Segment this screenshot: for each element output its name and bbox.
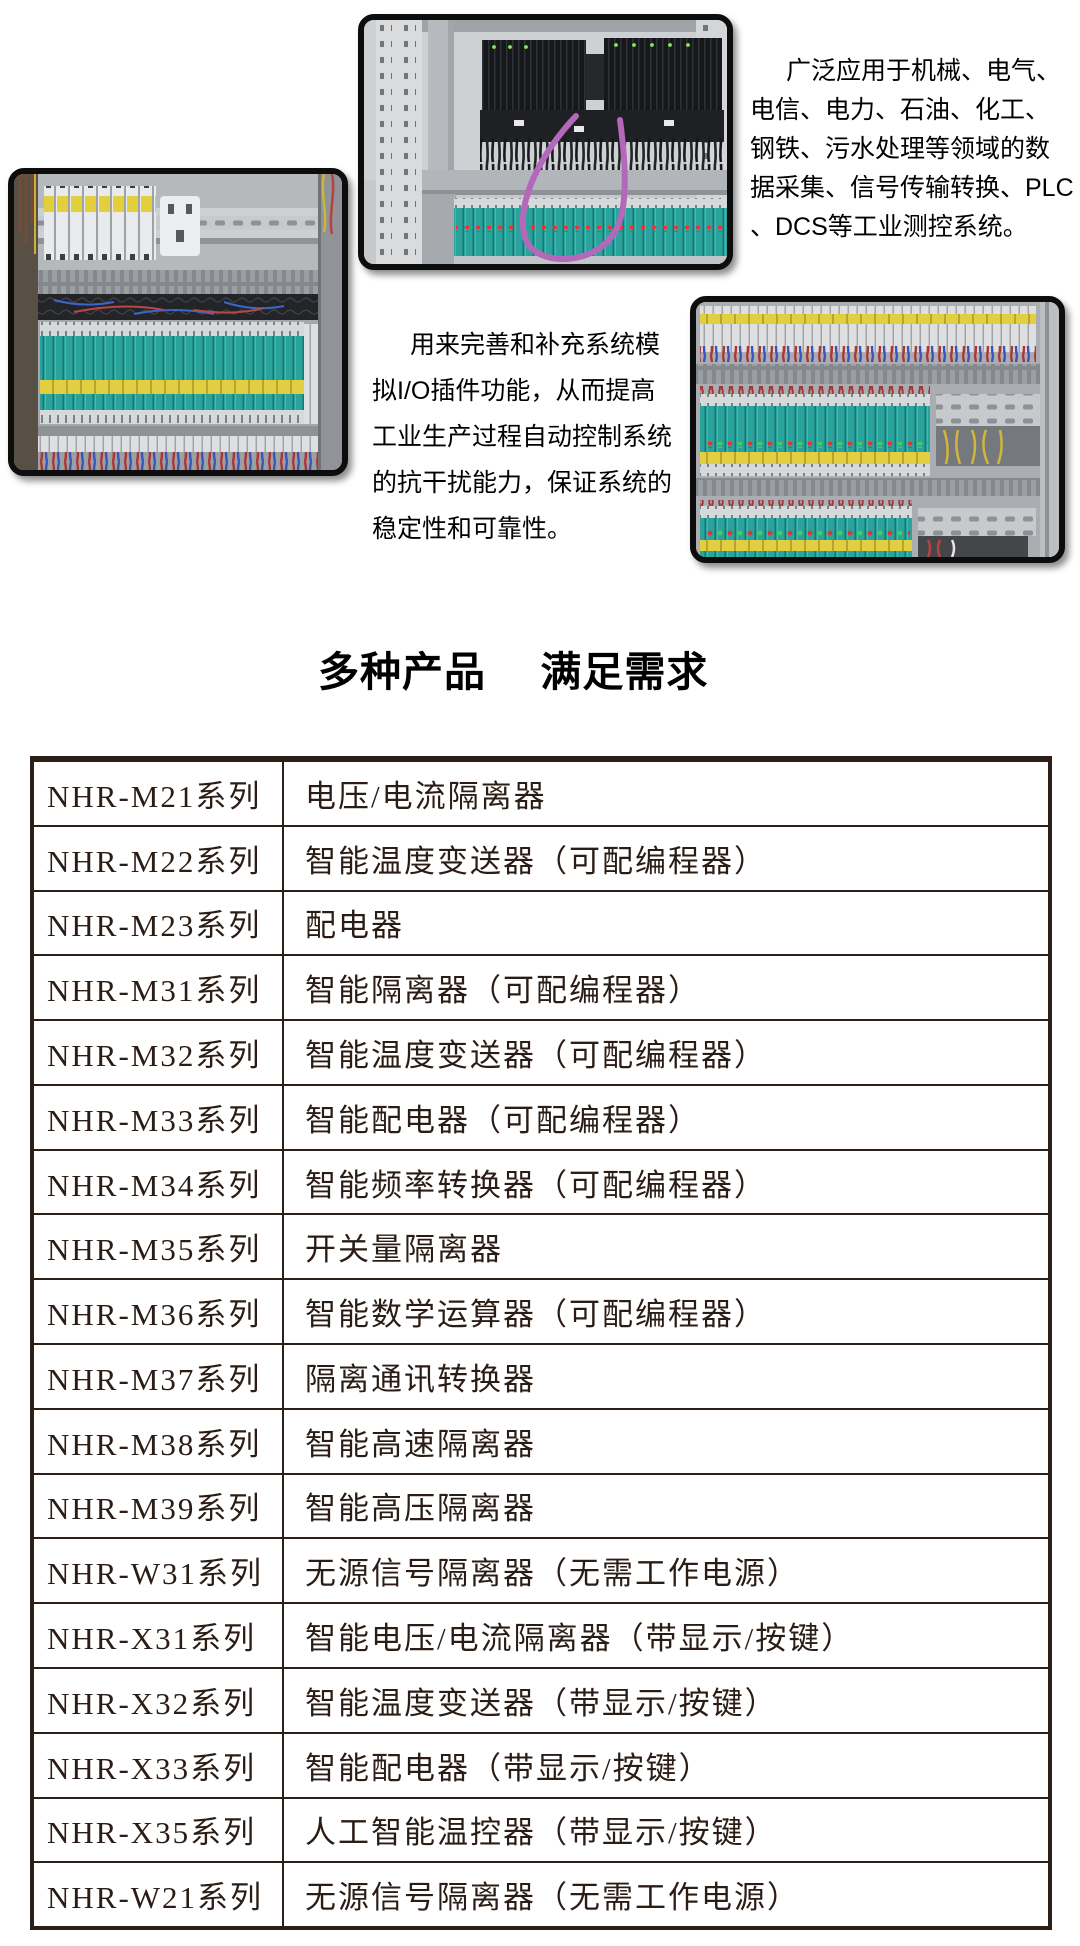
table-row: NHR-M33系列 智能配电器（可配编程器） [34,1083,1048,1149]
desc-cell: 智能隔离器（可配编程器） [305,973,701,1009]
series-cell: NHR-M33系列 [34,1085,284,1149]
series-cell: NHR-X35系列 [34,1798,284,1862]
table-row: NHR-M31系列 智能隔离器（可配编程器） [34,954,1048,1020]
photo-isolator-cabinet-left [8,168,348,476]
table-row: NHR-M22系列 智能温度变送器（可配编程器） [34,824,1048,890]
table-row: NHR-M23系列 配电器 [34,889,1048,955]
text-line: 广泛应用于机械、电气、 [786,57,1062,85]
desc-cell: 配电器 [305,908,404,944]
desc-cell: 智能配电器（可配编程器） [305,1102,701,1138]
photo-isolator-cabinet-right [690,296,1065,563]
desc-cell: 电压/电流隔离器 [305,778,547,814]
series-cell: NHR-X31系列 [34,1604,284,1667]
table-row: NHR-M34系列 智能频率转换器（可配编程器） [34,1148,1048,1214]
series-cell: NHR-W31系列 [34,1539,284,1603]
table-row: NHR-M38系列 智能高速隔离器 [34,1407,1048,1473]
series-cell: NHR-M34系列 [34,1150,284,1214]
series-cell: NHR-X33系列 [34,1733,284,1797]
series-cell: NHR-M37系列 [34,1345,284,1408]
desc-cell: 智能温度变送器（带显示/按键） [305,1685,778,1721]
series-cell: NHR-M23系列 [34,891,284,955]
series-cell: NHR-M36系列 [34,1280,284,1344]
table-row: NHR-M32系列 智能温度变送器（可配编程器） [34,1019,1048,1084]
desc-cell: 智能频率转换器（可配编程器） [305,1167,767,1203]
desc-cell: 智能数学运算器（可配编程器） [305,1297,767,1333]
isolator-cabinet-right-illustration [696,302,1059,557]
product-table: NHR-M21系列 电压/电流隔离器 NHR-M22系列 智能温度变送器（可配编… [30,756,1052,1930]
isolator-cabinet-left-illustration [14,174,342,470]
table-row: NHR-X33系列 智能配电器（带显示/按键） [34,1731,1048,1797]
desc-cell: 智能温度变送器（可配编程器） [305,843,767,879]
table-row: NHR-X35系列 人工智能温控器（带显示/按键） [34,1796,1048,1862]
text-line: 稳定性和可靠性。 [372,515,573,543]
section-heading: 多种产品 满足需求 [318,649,709,695]
desc-cell: 智能温度变送器（可配编程器） [305,1038,767,1074]
table-row: NHR-W31系列 无源信号隔离器（无需工作电源） [34,1537,1048,1603]
text-line: 工业生产过程自动控制系统 [372,423,673,451]
text-line: 拟I/O插件功能，从而提高 [372,377,656,405]
text-line: 的抗干扰能力，保证系统的 [372,469,673,497]
table-row: NHR-X32系列 智能温度变送器（带显示/按键） [34,1666,1048,1732]
series-cell: NHR-M35系列 [34,1215,284,1279]
text-line: 、DCS等工业测控系统。 [750,213,1028,241]
photo-plc-cabinet [358,14,733,270]
series-cell: NHR-M31系列 [34,956,284,1020]
text-line: 据采集、信号传输转换、PLC [750,174,1074,202]
desc-cell: 人工智能温控器（带显示/按键） [305,1815,778,1851]
series-cell: NHR-M38系列 [34,1409,284,1473]
text-line: 用来完善和补充系统模 [410,331,661,359]
table-row: NHR-M37系列 隔离通讯转换器 [34,1343,1048,1408]
desc-cell: 无源信号隔离器（无需工作电源） [305,1880,800,1916]
table-row: NHR-M21系列 电压/电流隔离器 [34,760,1048,825]
series-cell: NHR-M32系列 [34,1021,284,1084]
table-row: NHR-W21系列 无源信号隔离器（无需工作电源） [34,1861,1048,1927]
desc-cell: 隔离通讯转换器 [305,1361,536,1397]
table-row: NHR-M35系列 开关量隔离器 [34,1213,1048,1279]
text-line: 钢铁、污水处理等领域的数 [750,135,1051,163]
desc-cell: 智能电压/电流隔离器（带显示/按键） [305,1621,855,1657]
table-row: NHR-M39系列 智能高压隔离器 [34,1472,1048,1538]
desc-cell: 智能高压隔离器 [305,1491,536,1527]
desc-cell: 开关量隔离器 [305,1232,503,1268]
series-cell: NHR-M22系列 [34,826,284,890]
desc-cell: 智能高速隔离器 [305,1426,536,1462]
application-intro-text: 广泛应用于机械、电气、 电信、电力、石油、化工、 钢铁、污水处理等领域的数 据采… [750,52,1074,247]
text-line: 电信、电力、石油、化工、 [750,96,1051,124]
table-row: NHR-M36系列 智能数学运算器（可配编程器） [34,1278,1048,1344]
series-cell: NHR-W21系列 [34,1863,284,1927]
series-cell: NHR-M39系列 [34,1474,284,1538]
desc-cell: 智能配电器（带显示/按键） [305,1750,712,1786]
desc-cell: 无源信号隔离器（无需工作电源） [305,1556,800,1592]
series-cell: NHR-X32系列 [34,1668,284,1732]
series-cell: NHR-M21系列 [34,762,284,825]
table-row: NHR-X31系列 智能电压/电流隔离器（带显示/按键） [34,1602,1048,1667]
plc-cabinet-illustration [364,20,727,264]
function-intro-text: 用来完善和补充系统模 拟I/O插件功能，从而提高 工业生产过程自动控制系统 的抗… [372,322,672,552]
